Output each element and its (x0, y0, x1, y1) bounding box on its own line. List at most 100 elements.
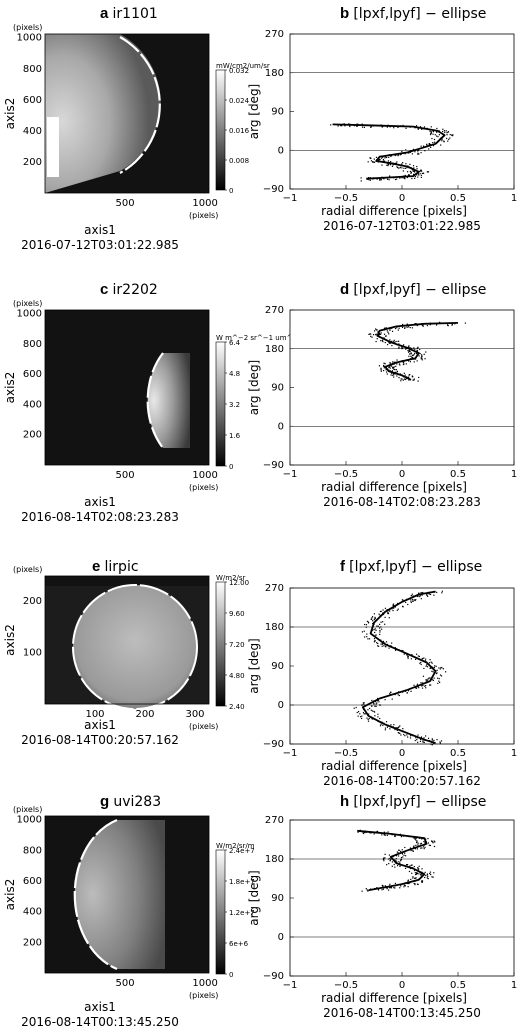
data-point (390, 365, 393, 367)
data-point (424, 842, 426, 844)
data-point (356, 125, 358, 127)
data-point (376, 178, 378, 180)
data-point (417, 734, 419, 736)
colorbar-tick-label: 2.40 (229, 703, 245, 711)
panel-title-f: f [lpxf,lpyf] − ellipse (340, 558, 482, 575)
x-tick-label: 1 (511, 193, 517, 204)
x-tick-label: 1 (511, 980, 517, 991)
data-point (425, 735, 427, 737)
data-point (400, 378, 402, 380)
data-point (396, 375, 398, 377)
data-point (420, 736, 423, 738)
colorbar-tick-label: 1.6 (229, 432, 241, 440)
data-point (378, 704, 381, 706)
data-point (413, 378, 415, 380)
limb-fit-ellipse (73, 818, 118, 971)
data-point (410, 172, 412, 174)
y-unit-label: (pixels) (13, 299, 42, 308)
colorbar-tick-label: 0 (229, 187, 233, 195)
data-point (426, 874, 429, 876)
data-point (361, 704, 364, 706)
data-point (368, 638, 371, 640)
data-point (382, 158, 385, 161)
data-point (383, 367, 385, 369)
data-point (398, 327, 400, 329)
data-point (403, 886, 405, 888)
data-point (401, 177, 403, 179)
data-point (407, 349, 409, 352)
data-point (392, 341, 395, 343)
data-point (370, 618, 373, 620)
data-point (406, 176, 409, 179)
data-point (408, 174, 410, 176)
data-point (427, 878, 429, 880)
data-point (417, 346, 419, 348)
data-point (388, 889, 390, 891)
data-point (415, 352, 418, 355)
data-point (402, 161, 404, 164)
data-point (363, 630, 365, 632)
x-tick-label: 0 (399, 748, 405, 759)
y-tick-label: 400 (23, 907, 42, 918)
data-point (401, 849, 403, 851)
data-point (409, 353, 411, 355)
colorbar-tick-label: 0 (229, 971, 233, 979)
data-point (368, 707, 371, 710)
data-point (404, 885, 406, 887)
data-point (446, 132, 448, 134)
data-point (383, 362, 385, 364)
data-point (418, 865, 420, 867)
colorbar-label: W/m2/sr (216, 574, 246, 582)
data-point (428, 662, 431, 664)
y-unit-label: (pixels) (13, 23, 42, 32)
data-point (370, 157, 372, 160)
data-point (398, 849, 400, 851)
data-point (374, 616, 376, 619)
data-point (412, 165, 415, 167)
y-tick-label: 400 (23, 399, 42, 410)
data-point (413, 599, 415, 601)
data-point (416, 840, 418, 842)
data-point (404, 852, 406, 854)
data-point (368, 179, 370, 181)
data-point (436, 324, 438, 326)
data-point (405, 149, 407, 151)
data-point (374, 705, 376, 707)
data-point (357, 831, 359, 833)
y-tick-label: 200 (23, 596, 42, 607)
x-tick-label: 500 (116, 470, 135, 481)
data-point (396, 178, 398, 180)
data-point (428, 684, 431, 686)
data-point (367, 718, 369, 721)
data-point (401, 853, 404, 855)
x-unit-label: (pixels) (189, 211, 218, 220)
data-point (433, 666, 436, 669)
colorbar (215, 341, 226, 467)
fit-curve (376, 322, 459, 381)
data-point (389, 728, 391, 730)
data-point (394, 606, 396, 608)
y-tick-label: 0 (278, 145, 284, 156)
y-axis-label: axis2 (3, 624, 17, 656)
data-point (402, 362, 404, 364)
data-point (392, 367, 394, 370)
data-point (418, 873, 420, 875)
data-point (384, 729, 386, 731)
y-tick-label: 600 (23, 369, 42, 380)
data-point (389, 164, 392, 166)
data-point (353, 707, 355, 709)
data-point (416, 324, 418, 327)
data-point (374, 715, 376, 717)
y-tick-label: 90 (271, 107, 284, 118)
data-point (416, 739, 418, 741)
data-point (443, 130, 446, 132)
data-point (408, 690, 410, 692)
residual-panel-f: f [lpxf,lpyf] − ellipse −1 −0.5 0 0.5 1 −90 0 90… (247, 558, 517, 788)
data-point (382, 160, 384, 162)
data-point (403, 167, 405, 169)
data-point (393, 374, 395, 376)
data-point (348, 123, 350, 125)
data-point (432, 142, 434, 144)
data-point (440, 144, 442, 146)
data-point (417, 152, 419, 154)
